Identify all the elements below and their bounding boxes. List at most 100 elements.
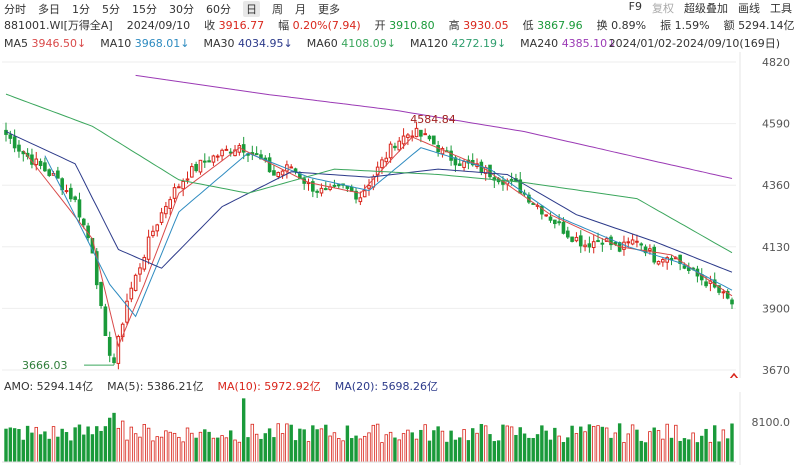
tool-button[interactable]: 画线 — [738, 2, 760, 15]
period-tab[interactable]: 30分 — [169, 3, 194, 16]
candle-body — [488, 164, 492, 178]
ma-line — [22, 136, 733, 348]
volume-bar — [674, 424, 678, 463]
volume-bar — [613, 432, 618, 463]
candle-body — [613, 241, 618, 245]
volume-bar — [69, 440, 73, 463]
volume-bar — [531, 437, 535, 463]
period-tab[interactable]: 15分 — [132, 3, 157, 16]
volume-bar — [267, 428, 272, 463]
candle-body — [107, 337, 112, 356]
period-tab[interactable]: 5分 — [102, 3, 120, 16]
volume-bar — [4, 428, 8, 463]
period-tab[interactable]: 月 — [295, 3, 306, 16]
volume-bar — [635, 429, 639, 463]
volume-bar — [561, 441, 566, 463]
volume-bar — [211, 437, 216, 463]
high-field: 高 3930.05 — [448, 19, 509, 32]
volume-bar — [678, 440, 682, 463]
volume-bar — [56, 436, 60, 463]
volume-bar — [311, 425, 315, 463]
period-tab[interactable]: 更多 — [318, 3, 340, 16]
candle-body — [591, 241, 596, 249]
volume-bar — [108, 417, 112, 463]
tool-button[interactable]: 超级叠加 — [684, 2, 728, 15]
volume-bar — [730, 423, 734, 463]
volume-bar — [151, 440, 155, 463]
volume-bar — [82, 434, 86, 463]
candle-body — [77, 199, 82, 218]
tool-button[interactable]: F9 — [628, 0, 642, 13]
period-tab[interactable]: 日 — [243, 1, 260, 17]
amount-field: 额 5294.14亿 — [723, 19, 795, 32]
y-tick-label: 3900 — [762, 302, 790, 315]
volume-bar — [229, 430, 233, 463]
period-tab[interactable]: 分时 — [4, 3, 26, 16]
volume-bar — [51, 426, 56, 463]
volume-bar — [116, 427, 121, 463]
candle-body — [142, 256, 147, 270]
candle-body — [332, 184, 337, 187]
volume-bar — [142, 424, 146, 463]
candle-body — [449, 150, 453, 161]
volume-bar — [276, 423, 280, 463]
volume-bar — [354, 435, 358, 463]
candle-body — [721, 291, 726, 294]
volume-bar — [237, 441, 242, 463]
volume-bar — [241, 398, 246, 463]
candlestick-chart[interactable]: 3670 3900 4130 4360 4590 4820 4584.84 3666.03 — [0, 52, 796, 378]
candle-body — [280, 170, 285, 176]
candle-body — [704, 281, 708, 287]
candle-body — [509, 178, 514, 181]
volume-chart[interactable]: 8100.0 — [0, 392, 796, 465]
volume-bar — [181, 441, 185, 463]
volume-bar — [224, 437, 229, 463]
y-tick-label: 4130 — [762, 241, 790, 254]
period-tab[interactable]: 1分 — [72, 3, 90, 16]
volume-bar — [570, 425, 574, 463]
volume-bar — [639, 440, 643, 463]
volume-bar — [95, 426, 99, 463]
volume-bar — [440, 430, 445, 463]
volume-bar — [73, 427, 77, 463]
volume-bar — [324, 424, 328, 463]
volume-bar — [505, 425, 509, 463]
volume-bar — [449, 430, 453, 463]
ma-value: 3968.01↓ — [134, 36, 190, 50]
volume-bar — [643, 442, 648, 463]
period-tab[interactable]: 60分 — [206, 3, 231, 16]
candle-body — [319, 187, 324, 194]
candle-body — [574, 236, 579, 242]
y-tick-label: 3670 — [762, 364, 790, 377]
volume-legend-item: MA(20): 5698.26亿 — [334, 380, 439, 393]
volume-legend-item: MA(5): 5386.21亿 — [107, 380, 204, 393]
candle-body — [181, 180, 185, 190]
volume-bar — [527, 437, 531, 463]
period-tab[interactable]: 多日 — [38, 3, 60, 16]
candle-body — [578, 235, 583, 247]
low-field: 低 3867.96 — [522, 19, 583, 32]
date-range-label[interactable]: 2024/01/02-2024/09/10(169日) — [608, 37, 780, 50]
tool-button[interactable]: 复权 — [652, 2, 674, 15]
volume-bar — [501, 424, 505, 463]
volume-bar — [17, 429, 21, 463]
volume-bar — [285, 423, 289, 463]
volume-bar — [64, 432, 69, 463]
volume-legend-item: AMO: 5294.14亿 — [4, 380, 94, 393]
volume-bar — [665, 423, 669, 463]
volume-bar — [216, 437, 220, 463]
volume-bar — [721, 429, 726, 463]
volume-bar — [483, 425, 488, 463]
open-value: 3910.80 — [389, 19, 435, 32]
tool-button[interactable]: 工具 — [770, 2, 792, 15]
candle-body — [215, 155, 220, 158]
candle-body — [155, 224, 160, 232]
candle-body — [69, 187, 73, 200]
ma-legend-item: MA60 4108.09↓ — [307, 37, 396, 50]
volume-bar — [99, 430, 103, 463]
volume-bar — [695, 442, 700, 463]
candle-body — [164, 205, 168, 215]
amplitude-field: 振 1.59% — [660, 19, 710, 32]
period-tab[interactable]: 周 — [272, 3, 283, 16]
volume-bar — [514, 434, 518, 463]
